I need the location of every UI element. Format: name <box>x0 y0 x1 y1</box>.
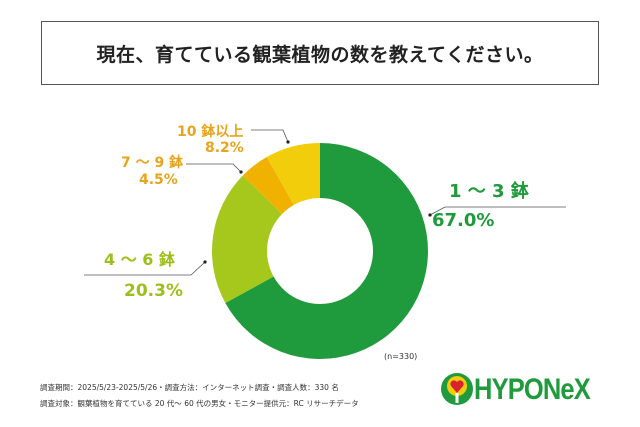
slice-1-3 <box>225 143 428 360</box>
leader-7-9-dot <box>239 170 243 174</box>
leader-4-6 <box>84 261 206 276</box>
label-value-4-6: 20.3% <box>124 281 183 301</box>
label-category-10-plus: 10 鉢以上 <box>177 124 244 140</box>
survey-note-2: 調査対象：観葉植物を育てている 20 代～ 60 代の男女・モニター提供元：RC… <box>40 399 359 408</box>
chart-title-box: 現在、育てている観葉植物の数を教えてください。 <box>41 21 599 85</box>
leader-4-6-dot <box>203 260 207 264</box>
label-category-7-9: 7 ～ 9 鉢 <box>121 155 184 171</box>
logo-text: HYPONeX <box>474 373 591 406</box>
slice-4-6 <box>212 175 283 304</box>
leader-10-plus <box>251 129 289 143</box>
sample-size: (n=330) <box>384 352 418 361</box>
leader-10-plus-dot <box>286 140 290 144</box>
slice-7-9 <box>242 157 294 214</box>
label-value-7-9: 4.5% <box>139 172 178 188</box>
label-category-4-6: 4 ～ 6 鉢 <box>104 250 175 269</box>
label-value-1-3: 67.0% <box>432 210 495 231</box>
label-value-10-plus: 8.2% <box>205 140 244 156</box>
slice-10-plus <box>266 143 320 205</box>
leader-1-3-dot <box>428 213 432 217</box>
hyponex-logo: HYPONeX <box>440 372 610 408</box>
leader-1-3 <box>429 206 566 216</box>
survey-note-1: 調査期間：2025/5/23-2025/5/26・調査方法：インターネット調査・… <box>40 383 339 392</box>
chart-title: 現在、育てている観葉植物の数を教えてください。 <box>96 43 544 66</box>
label-category-1-3: 1 ～ 3 鉢 <box>449 181 529 202</box>
leader-7-9 <box>186 163 242 173</box>
tree-heart-icon <box>441 373 473 405</box>
